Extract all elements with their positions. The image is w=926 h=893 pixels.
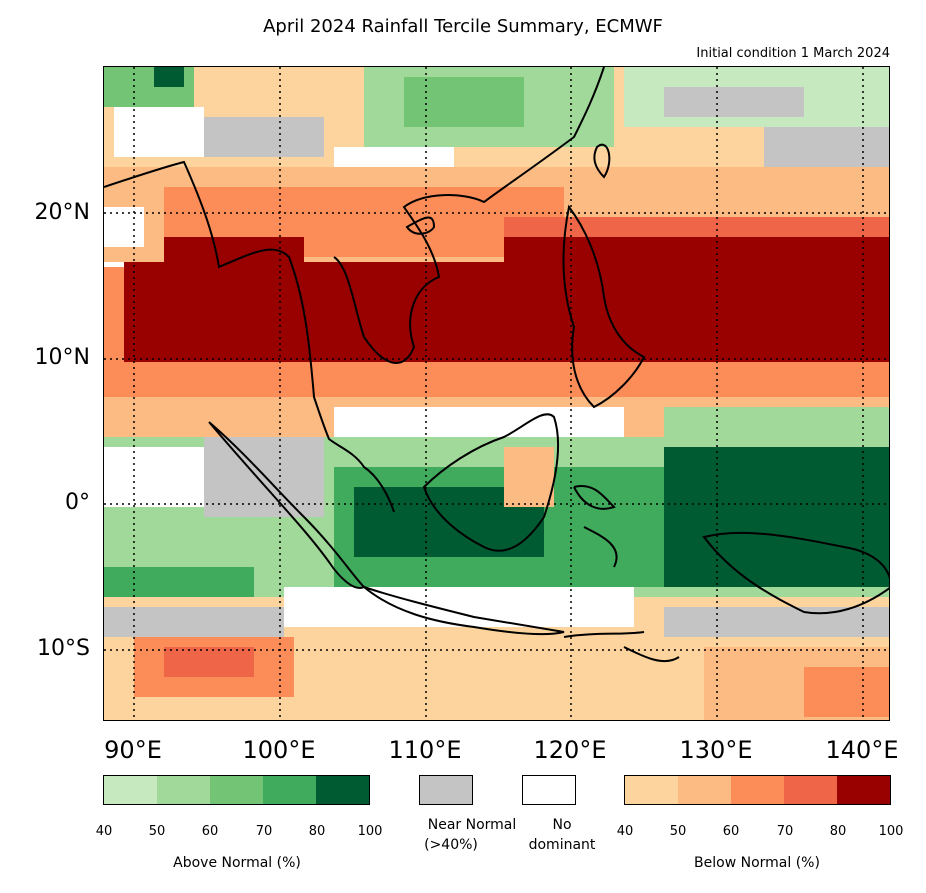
map-gridlines bbox=[104, 67, 889, 720]
no-dominant-label-line2: dominant bbox=[528, 837, 596, 853]
transition-white-patch bbox=[334, 407, 624, 437]
below-normal-swatch-2 bbox=[731, 776, 784, 804]
below-normal-swatch-4 bbox=[837, 776, 890, 804]
lat-label-10s: 10°S bbox=[37, 636, 90, 661]
mainland-coastline bbox=[104, 160, 395, 513]
dark-red-philippines bbox=[504, 237, 889, 267]
above-tick-50: 50 bbox=[148, 824, 166, 839]
near-normal-swatch bbox=[419, 775, 473, 805]
map-subtitle: Initial condition 1 March 2024 bbox=[696, 46, 890, 61]
lon-label-140e: 140°E bbox=[825, 736, 899, 764]
se-orange-patch bbox=[804, 667, 889, 717]
above-tick-70: 70 bbox=[255, 824, 273, 839]
no-dominant-label-line1: No bbox=[552, 817, 572, 833]
java-coastline bbox=[363, 586, 565, 636]
java-sea-white-patch bbox=[284, 587, 634, 627]
below-tick-70: 70 bbox=[776, 824, 794, 839]
below-normal-swatch-3 bbox=[784, 776, 837, 804]
below-normal-colorbar bbox=[624, 775, 891, 805]
nw-dark-green bbox=[154, 67, 184, 87]
below-normal-swatch-0 bbox=[625, 776, 678, 804]
north-grey-zone bbox=[204, 117, 324, 157]
borneo-peach-patch bbox=[504, 447, 554, 507]
above-normal-swatch-3 bbox=[263, 776, 316, 804]
above-normal-label: Above Normal (%) bbox=[173, 855, 301, 871]
below-normal-label: Below Normal (%) bbox=[694, 855, 820, 871]
south-china-green-core bbox=[404, 77, 524, 127]
above-tick-60: 60 bbox=[201, 824, 219, 839]
transition-green-patch bbox=[664, 407, 889, 437]
south-grey-patch bbox=[104, 607, 284, 637]
rainfall-map bbox=[104, 67, 889, 720]
near-normal-label-line1: Near Normal bbox=[427, 817, 517, 833]
below-normal-swatch-1 bbox=[678, 776, 731, 804]
indian-ocean-grey-patch bbox=[204, 437, 324, 517]
indochina-coastline bbox=[333, 67, 605, 364]
above-normal-colorbar bbox=[103, 775, 370, 805]
dark-red-core-band bbox=[124, 262, 889, 362]
above-normal-swatch-0 bbox=[104, 776, 157, 804]
lat-label-10n: 10°N bbox=[34, 345, 90, 370]
south-red-patch bbox=[164, 647, 254, 677]
above-normal-swatch-1 bbox=[157, 776, 210, 804]
above-normal-swatch-4 bbox=[316, 776, 369, 804]
lat-label-20n: 20°N bbox=[34, 200, 90, 225]
nw-white-zone bbox=[114, 107, 204, 157]
lon-label-100e: 100°E bbox=[242, 736, 316, 764]
hainan-coastline bbox=[405, 216, 436, 235]
below-tick-100: 100 bbox=[878, 824, 904, 839]
lon-label-110e: 110°E bbox=[388, 736, 462, 764]
map-panel bbox=[103, 66, 890, 721]
below-tick-50: 50 bbox=[669, 824, 687, 839]
ne-grey-zone bbox=[664, 87, 804, 117]
above-tick-80: 80 bbox=[308, 824, 326, 839]
lat-label-equator: 0° bbox=[65, 490, 90, 515]
map-title: April 2024 Rainfall Tercile Summary, ECM… bbox=[263, 16, 663, 37]
above-tick-100: 100 bbox=[357, 824, 383, 839]
below-tick-80: 80 bbox=[829, 824, 847, 839]
new-guinea-coastline bbox=[702, 531, 889, 615]
lesser-sunda-coastline bbox=[563, 631, 680, 663]
above-normal-swatch-2 bbox=[210, 776, 263, 804]
lon-label-90e: 90°E bbox=[104, 736, 162, 764]
no-dominant-swatch bbox=[522, 775, 576, 805]
sulawesi-coastline bbox=[573, 485, 618, 568]
near-normal-label-line2: (>40%) bbox=[424, 837, 478, 853]
maluku-papua-dark-green bbox=[664, 447, 889, 587]
above-tick-40: 40 bbox=[95, 824, 113, 839]
lon-label-130e: 130°E bbox=[679, 736, 753, 764]
borneo-coastline bbox=[422, 413, 560, 552]
taiwan-coastline bbox=[593, 143, 611, 179]
lon-label-120e: 120°E bbox=[533, 736, 607, 764]
coastlines bbox=[104, 67, 889, 663]
se-grey-patch bbox=[664, 607, 889, 637]
below-tick-40: 40 bbox=[616, 824, 634, 839]
philippines-coastline bbox=[562, 204, 646, 409]
below-tick-60: 60 bbox=[722, 824, 740, 839]
